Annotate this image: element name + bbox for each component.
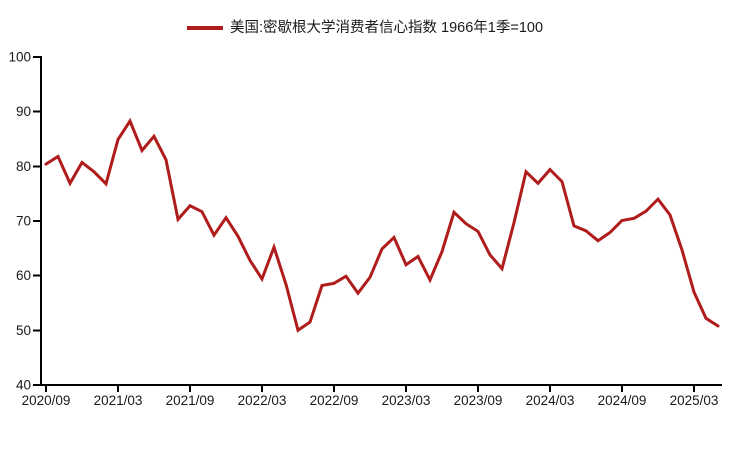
series-line xyxy=(44,117,720,333)
x-tick-label: 2024/09 xyxy=(598,393,647,408)
y-tick-label: 70 xyxy=(16,214,31,229)
x-tick-label: 2023/03 xyxy=(382,393,431,408)
legend-series-label: 美国:密歇根大学消费者信心指数 1966年1季=100 xyxy=(229,20,544,36)
y-tick-label: 40 xyxy=(16,378,31,393)
y-tick-label: 100 xyxy=(8,50,31,65)
y-tick-label: 90 xyxy=(16,104,31,119)
y-tick-label: 60 xyxy=(16,268,31,283)
x-tick-label: 2023/09 xyxy=(454,393,503,408)
x-tick-label: 2022/03 xyxy=(238,393,287,408)
x-tick-label: 2024/03 xyxy=(526,393,575,408)
x-tick-label: 2021/09 xyxy=(166,393,215,408)
x-tick-label: 2021/03 xyxy=(94,393,143,408)
x-tick-label: 2020/09 xyxy=(22,393,71,408)
x-tick-label: 2022/09 xyxy=(310,393,359,408)
y-tick-label: 50 xyxy=(16,323,31,338)
y-tick-label: 80 xyxy=(16,159,31,174)
x-tick-label: 2025/03 xyxy=(670,393,719,408)
legend-line-swatch xyxy=(186,26,223,30)
legend: 美国:密歇根大学消费者信心指数 1966年1季=100 xyxy=(0,20,730,36)
